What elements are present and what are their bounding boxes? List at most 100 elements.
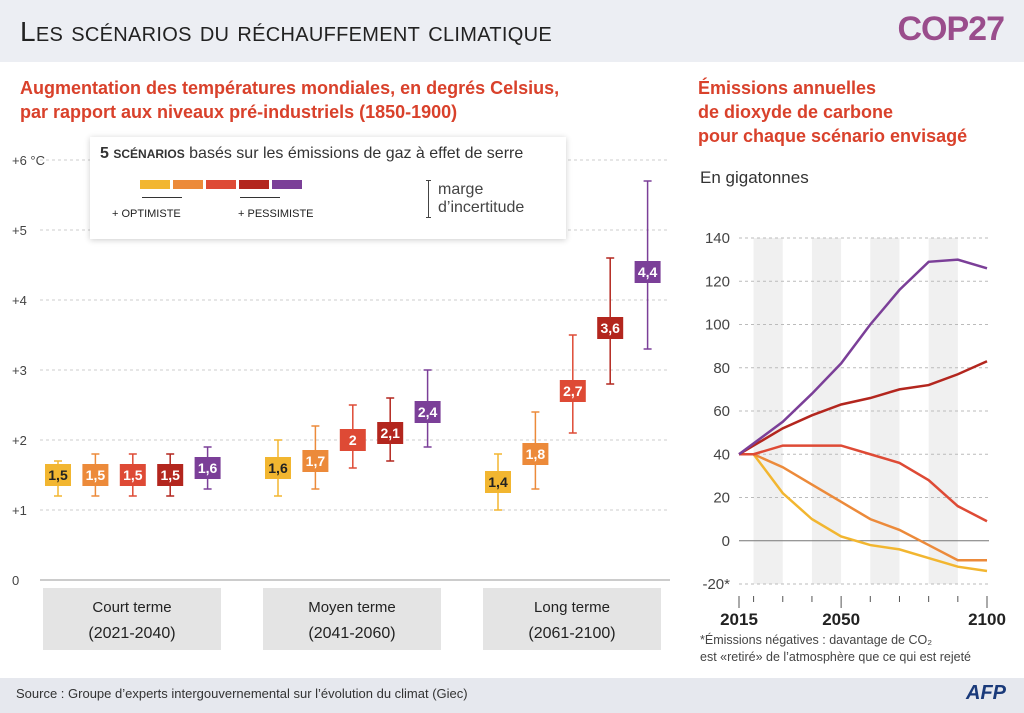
header [0, 0, 1024, 62]
value-marker [302, 450, 329, 472]
y-tick-label: 20 [713, 490, 730, 507]
right-subtitle-line: de dioxyde de carbone [698, 102, 894, 122]
right-subtitle-line: Émissions annuelles [698, 78, 877, 98]
y-tick-label: +1 [12, 503, 27, 518]
y-tick-label: +5 [12, 223, 27, 238]
y-tick-label: 80 [713, 360, 730, 377]
period-label: Court terme [92, 599, 171, 616]
error-bar-icon [426, 180, 431, 218]
value-marker [559, 380, 586, 402]
footnote-line: *Émissions négatives : davantage de CO₂ [700, 633, 933, 647]
y-tick-label: -20* [702, 576, 730, 593]
legend-swatches [140, 180, 302, 189]
x-tick-label: 2015 [720, 610, 758, 629]
footnote: *Émissions négatives : davantage de CO₂ e… [700, 632, 971, 666]
afp-logo: AFP [966, 682, 1006, 704]
left-subtitle-line: Augmentation des températures mondiales,… [20, 78, 560, 98]
period-range: (2061-2100) [528, 625, 615, 642]
legend-pessimist: + PESSIMISTE [238, 208, 314, 220]
series-line [738, 258, 988, 456]
source: Source : Groupe d’experts intergouvernem… [16, 686, 468, 701]
y-tick-label: +4 [12, 293, 27, 308]
value-marker [597, 317, 624, 339]
value-label: 4,4 [638, 264, 658, 280]
period-range: (2041-2060) [308, 625, 395, 642]
y-tick-label: 100 [705, 317, 730, 334]
series-line [738, 360, 988, 456]
period-box [483, 588, 661, 650]
footer [0, 678, 1024, 713]
series-line [739, 444, 988, 523]
value-label: 1,6 [198, 460, 218, 476]
value-marker [157, 464, 184, 486]
y-tick-label: 140 [705, 230, 730, 247]
legend-margin-line: d’incertitude [438, 199, 525, 216]
legend-optimist: + OPTIMISTE [112, 208, 181, 220]
legend-swatch [239, 180, 269, 189]
legend-margin-line: marge [438, 181, 484, 198]
value-label: 1,5 [86, 467, 106, 483]
value-label: 2 [349, 432, 357, 448]
legend-swatch [272, 180, 302, 189]
period-label: Moyen terme [308, 599, 396, 616]
period-label: Long terme [534, 599, 610, 616]
left-subtitle-line: par rapport aux niveaux pré-industriels … [20, 102, 458, 122]
value-marker [194, 457, 221, 479]
right-subtitle-line: pour chaque scénario envisagé [698, 126, 968, 146]
value-label: 1,5 [123, 467, 143, 483]
period-range: (2021-2040) [88, 625, 175, 642]
value-marker [377, 422, 404, 444]
value-marker [265, 457, 291, 479]
y-tick-label: +3 [12, 363, 27, 378]
value-label: 1,7 [306, 453, 326, 469]
page-title: Les scénarios du réchauffement climatiqu… [20, 16, 552, 47]
x-tick-label: 2100 [968, 610, 1006, 629]
value-marker [634, 261, 661, 283]
value-marker [82, 464, 109, 486]
legend: 5 SCÉNARIOS basés sur les émissions de g… [90, 137, 566, 239]
right-subtitle: Émissions annuelles de dioxyde de carbone… [698, 76, 967, 148]
y-tick-label: 60 [713, 403, 730, 420]
legend-swatch [206, 180, 236, 189]
footnote-line: est «retiré» de l’atmosphère que ce qui … [700, 650, 971, 664]
value-label: 1,5 [48, 467, 68, 483]
y-tick-label: 0 [722, 533, 730, 550]
value-label: 2,1 [380, 425, 400, 441]
series-line [739, 453, 987, 562]
value-label: 3,6 [600, 320, 620, 336]
y-tick-label: 40 [713, 446, 730, 463]
y-tick-label: 0 [12, 573, 19, 588]
value-marker [45, 464, 71, 486]
cop27-logo: COP27 [897, 10, 1005, 48]
value-marker [339, 429, 366, 451]
value-label: 1,5 [160, 467, 180, 483]
legend-title: 5 SCÉNARIOS basés sur les émissions de g… [100, 145, 523, 163]
period-box [43, 588, 221, 650]
value-marker [522, 443, 549, 465]
temperature-chart: 0 +1 +2 +3 +4 +5 +6 °C Court terme (2021-2040) 1,… [12, 153, 670, 650]
legend-count: 5 [100, 145, 109, 162]
arrow-left-icon [142, 197, 182, 198]
y-tick-label: +6 °C [12, 153, 45, 168]
value-label: 2,4 [418, 404, 438, 420]
legend-swatch [173, 180, 203, 189]
emissions-chart: -20* 0 20 40 60 80 100 120 140 2015 2050 2100 [702, 230, 1006, 629]
value-label: 1,4 [488, 474, 508, 490]
x-tick-label: 2050 [822, 610, 860, 629]
unit-label: En gigatonnes [700, 168, 809, 187]
value-label: 2,7 [563, 383, 583, 399]
value-label: 1,6 [268, 460, 288, 476]
period-box [263, 588, 441, 650]
value-label: 1,8 [526, 446, 546, 462]
y-tick-label: +2 [12, 433, 27, 448]
value-marker [119, 464, 146, 486]
left-subtitle: Augmentation des températures mondiales,… [20, 76, 559, 124]
arrow-right-icon [240, 197, 280, 198]
legend-margin: marge d’incertitude [438, 181, 524, 217]
y-tick-label: 120 [705, 273, 730, 290]
legend-text: basés sur les émissions de gaz à effet d… [189, 145, 524, 162]
value-marker [485, 471, 511, 493]
legend-scenarios: SCÉNARIOS [113, 147, 185, 161]
series-line [739, 453, 988, 573]
value-marker [414, 401, 441, 423]
